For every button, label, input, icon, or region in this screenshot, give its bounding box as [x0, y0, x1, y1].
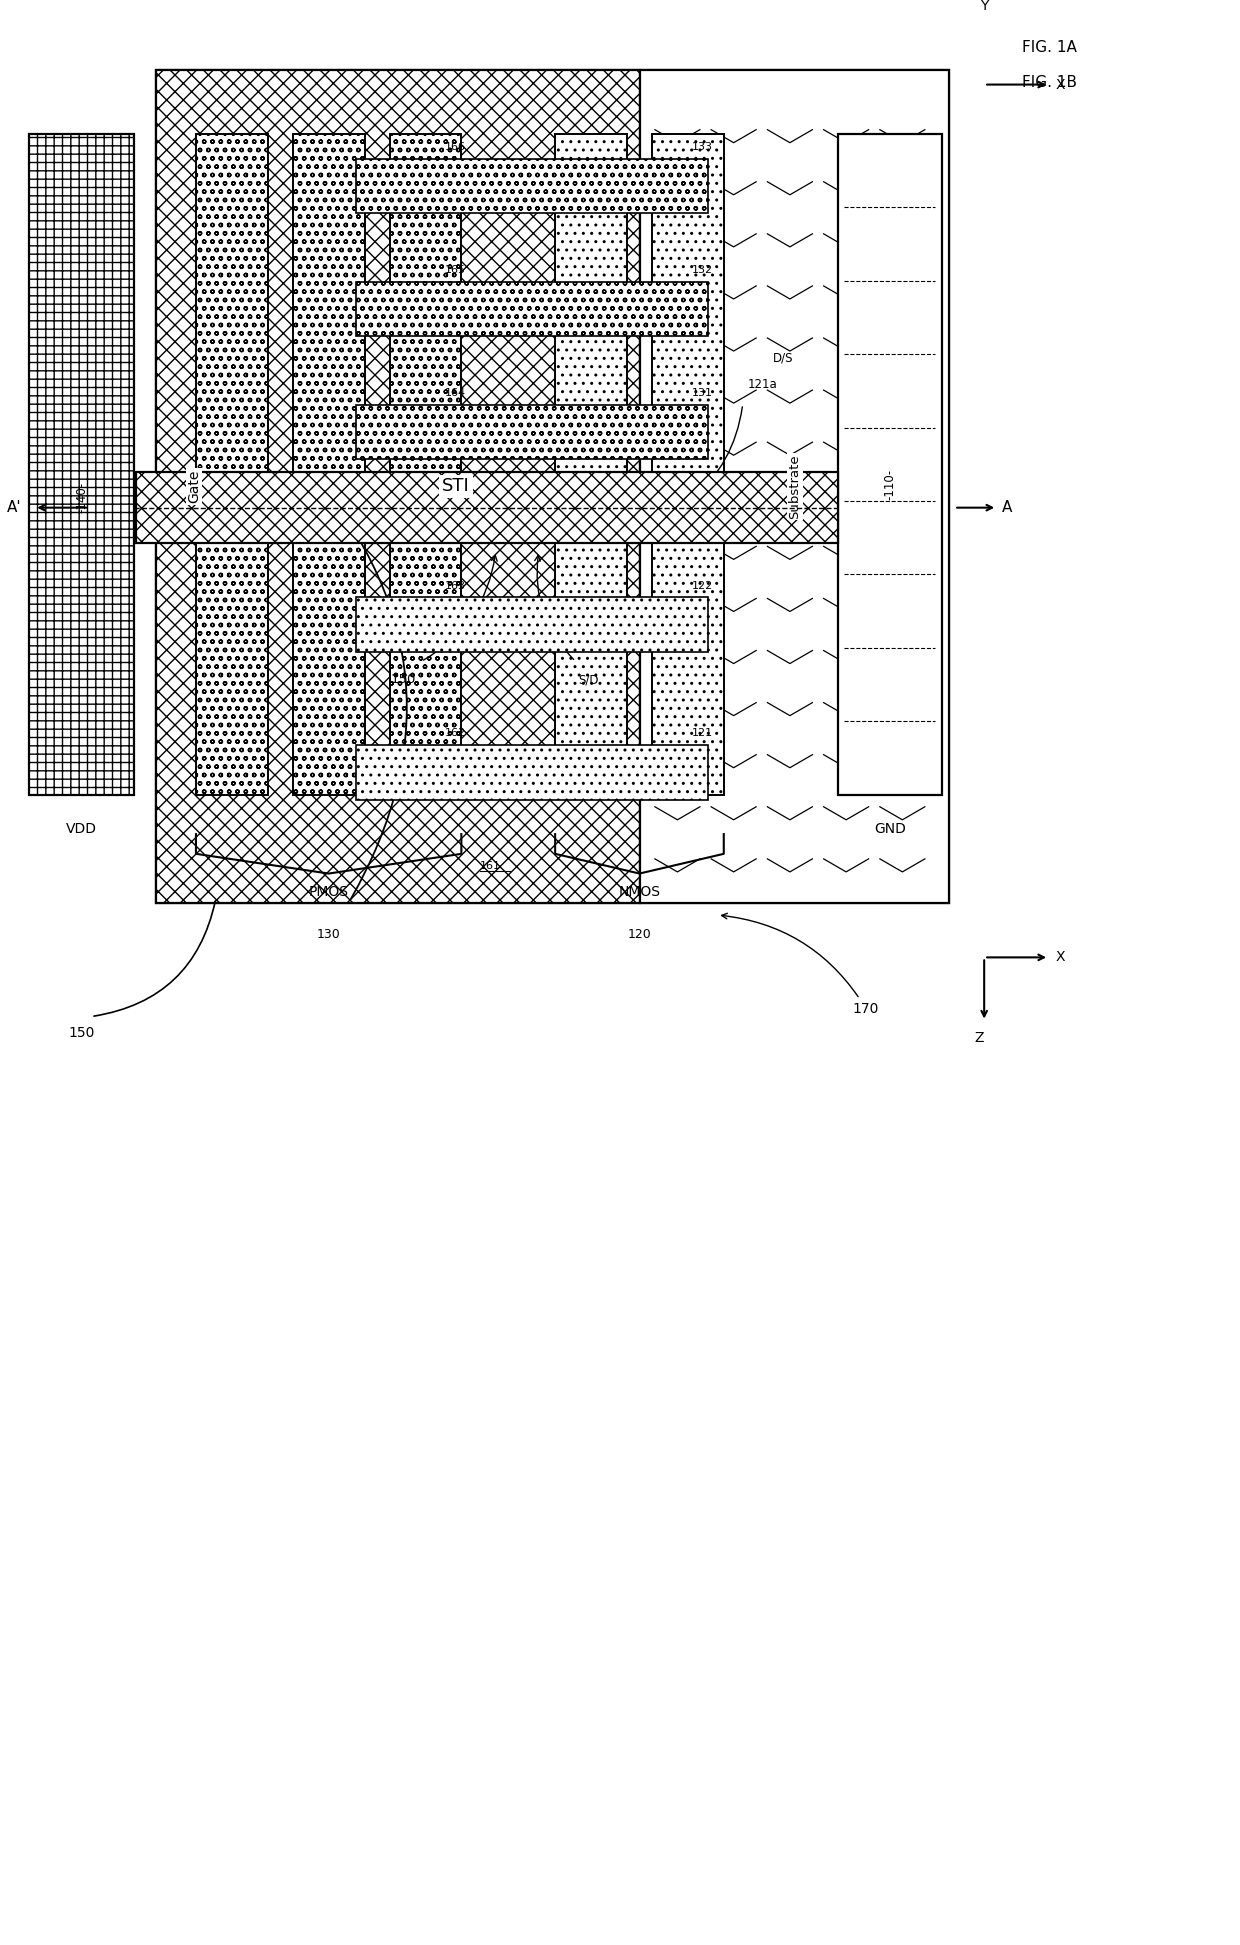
Bar	[356, 597, 708, 652]
Text: PMOS: PMOS	[309, 885, 348, 899]
Text: NMOS: NMOS	[619, 885, 661, 899]
Text: STI: STI	[443, 477, 470, 496]
Text: X: X	[1056, 78, 1065, 91]
Bar	[652, 134, 724, 796]
Text: 120: 120	[627, 928, 651, 941]
Bar	[293, 134, 365, 796]
Text: 161: 161	[480, 860, 501, 871]
Text: S/D: S/D	[579, 673, 599, 687]
Text: 131: 131	[692, 389, 713, 399]
Bar	[389, 134, 461, 796]
Text: 131: 131	[419, 506, 432, 529]
Text: -140-: -140-	[76, 482, 88, 513]
Text: FIG. 1A: FIG. 1A	[1022, 41, 1076, 54]
Text: 121a: 121a	[748, 377, 777, 391]
Text: FIG. 1B: FIG. 1B	[1022, 74, 1076, 89]
Bar	[356, 159, 708, 212]
Bar	[356, 282, 708, 336]
Bar	[556, 134, 627, 796]
Text: X: X	[1056, 951, 1065, 965]
Bar	[356, 405, 708, 459]
Text: 166: 166	[445, 142, 466, 152]
Text: 122: 122	[584, 506, 598, 529]
Bar	[30, 134, 134, 796]
Text: 132: 132	[692, 265, 713, 274]
Text: 170: 170	[722, 914, 879, 1015]
Text: VDD: VDD	[66, 823, 97, 836]
Bar	[136, 473, 837, 543]
Bar	[156, 70, 640, 902]
Text: A': A'	[6, 500, 21, 515]
Text: 165: 165	[445, 265, 466, 274]
Text: 150: 150	[68, 1027, 94, 1041]
Text: -110-: -110-	[883, 469, 897, 500]
Text: GND: GND	[874, 823, 906, 836]
Text: 132: 132	[322, 506, 335, 529]
Text: Gate: Gate	[187, 471, 201, 504]
Text: Y: Y	[980, 0, 988, 12]
Text: D/S: D/S	[773, 352, 794, 364]
Text: 163: 163	[445, 580, 466, 591]
Bar	[640, 70, 950, 902]
Bar	[837, 134, 942, 796]
Text: 164: 164	[445, 389, 466, 399]
Bar	[196, 134, 268, 796]
Text: 162: 162	[445, 729, 466, 739]
Text: 133: 133	[226, 506, 238, 529]
Text: 121: 121	[692, 729, 713, 739]
Text: Substrate: Substrate	[789, 453, 801, 519]
Bar	[156, 70, 950, 902]
Text: A: A	[1002, 500, 1013, 515]
Bar	[356, 745, 708, 799]
Text: 130: 130	[316, 928, 341, 941]
Text: 150: 150	[391, 673, 415, 687]
Text: 121: 121	[681, 506, 694, 529]
Text: Z: Z	[975, 1031, 985, 1044]
Text: 133: 133	[692, 142, 713, 152]
Text: 122: 122	[692, 580, 713, 591]
